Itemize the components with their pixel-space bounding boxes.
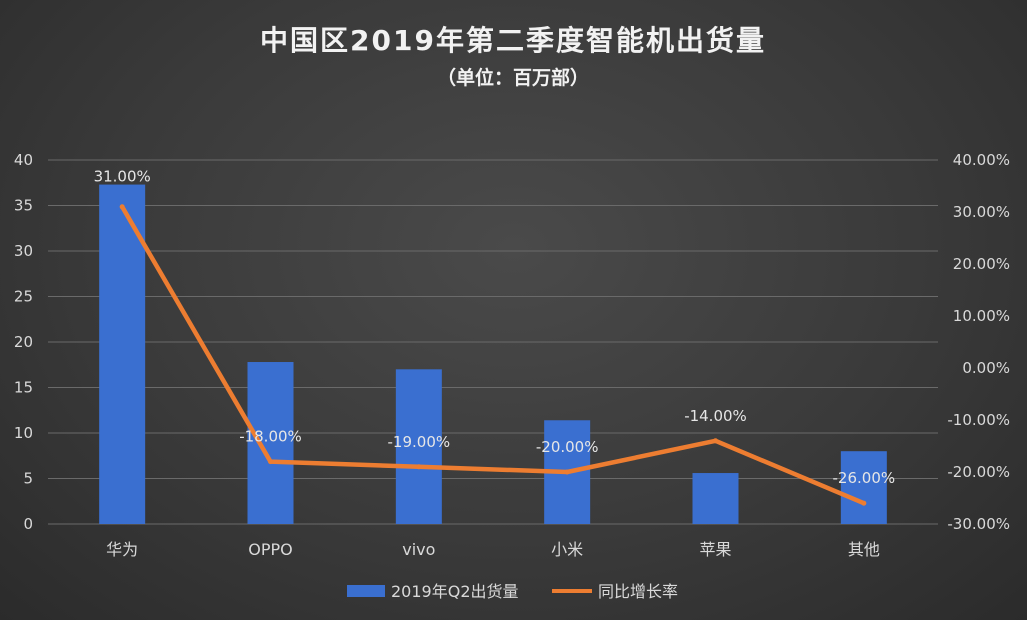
category-labels: 华为 OPPO vivo 小米 苹果 其他: [106, 540, 880, 559]
legend-label-bar: 2019年Q2出货量: [391, 582, 519, 601]
legend: 2019年Q2出货量 同比增长率: [347, 582, 678, 601]
bar: [99, 184, 146, 524]
line-point: [861, 500, 867, 506]
data-label: 31.00%: [94, 168, 151, 186]
legend-swatch-bar: [347, 585, 385, 597]
data-label: -18.00%: [239, 428, 302, 446]
left-axis-tick: 5: [23, 470, 33, 488]
category-label: 其他: [848, 540, 880, 559]
category-label: 华为: [106, 540, 138, 559]
bar: [247, 362, 294, 524]
gridlines: [48, 159, 938, 525]
left-axis-tick: 20: [14, 333, 33, 351]
right-axis-tick: 30.00%: [953, 203, 1010, 221]
data-label: -19.00%: [388, 433, 451, 451]
right-axis-tick: 10.00%: [953, 307, 1010, 325]
left-axis-tick: 0: [23, 515, 33, 533]
right-axis-tick: -10.00%: [947, 411, 1010, 429]
data-label: -26.00%: [833, 469, 896, 487]
line-point: [416, 464, 422, 470]
right-axis-tick: 20.00%: [953, 255, 1010, 273]
data-label: -20.00%: [536, 438, 599, 456]
left-axis-ticks: 0 5 10 15 20 25 30 35 40: [14, 151, 33, 533]
bar: [395, 369, 442, 524]
left-axis-tick: 30: [14, 242, 33, 260]
left-axis-tick: 15: [14, 379, 33, 397]
category-label: 苹果: [699, 540, 731, 559]
right-axis-ticks: -30.00% -20.00% -10.00% 0.00% 10.00% 20.00% 30…: [947, 151, 1010, 533]
growth-line: [119, 204, 867, 506]
line-point: [713, 438, 718, 444]
right-axis-tick: -30.00%: [947, 515, 1010, 533]
left-axis-tick: 10: [14, 424, 33, 442]
right-axis-tick: 40.00%: [953, 151, 1010, 169]
category-label: OPPO: [248, 540, 292, 559]
bar: [840, 451, 887, 524]
chart-subtitle: （单位：百万部）: [437, 66, 589, 89]
chart-title: 中国区2019年第二季度智能机出货量: [260, 24, 766, 57]
right-axis-tick: 0.00%: [962, 359, 1010, 377]
bar-series: [99, 184, 887, 524]
legend-label-line: 同比增长率: [598, 582, 678, 601]
bar: [692, 473, 739, 524]
data-labels: 31.00% -18.00% -19.00% -20.00% -14.00% -26.00…: [94, 168, 896, 488]
category-label: 小米: [551, 540, 583, 559]
line-series: [119, 204, 867, 506]
line-point: [119, 204, 125, 210]
line-point: [268, 459, 273, 465]
category-label: vivo: [402, 540, 435, 559]
line-point: [564, 469, 570, 475]
left-axis-tick: 35: [14, 197, 33, 215]
left-axis-tick: 40: [14, 151, 33, 169]
left-axis-tick: 25: [14, 288, 33, 306]
right-axis-tick: -20.00%: [947, 463, 1010, 481]
data-label: -14.00%: [684, 407, 747, 425]
